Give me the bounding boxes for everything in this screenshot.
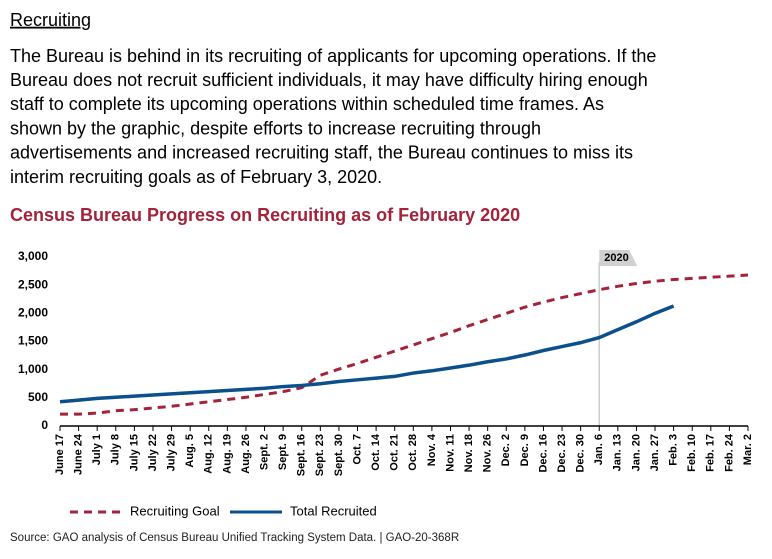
x-tick-label: Jan. 13 (612, 434, 624, 471)
legend-label: Total Recruited (290, 503, 377, 518)
legend-label: Recruiting Goal (130, 503, 220, 518)
source: Source: GAO analysis of Census Bureau Un… (10, 532, 459, 544)
annotation: 2020 (604, 252, 628, 264)
paragraph-line: staff to complete its upcoming operation… (10, 94, 604, 114)
x-tick-label: Sept. 30 (333, 434, 345, 476)
y-tick-label: 0 (41, 418, 48, 432)
x-tick-label: July 15 (128, 434, 140, 471)
x-tick-label: Oct. 7 (351, 434, 363, 465)
paragraph-line: The Bureau is behind in its recruiting o… (10, 46, 656, 66)
series-line (60, 273, 749, 416)
paragraph-line: advertisements and increased recruiting … (10, 143, 633, 163)
x-tick-label: Nov. 11 (444, 434, 456, 472)
y-tick-label: 1,000 (18, 362, 48, 376)
x-tick-label: Feb. 3 (668, 434, 680, 466)
year-marker-tab (599, 250, 638, 266)
x-tick-label: Oct. 14 (370, 433, 382, 471)
y-tick-label: 1,500 (18, 334, 48, 348)
y-tick-label: 2,000 (18, 306, 48, 320)
heading: Recruiting (10, 10, 91, 30)
y-tick-label: 2,500 (18, 277, 48, 291)
x-tick-label: Dec. 9 (519, 434, 531, 466)
x-tick-label: July 22 (147, 434, 159, 471)
x-tick-label: Dec. 23 (556, 434, 568, 473)
x-tick-label: July 8 (110, 434, 122, 465)
x-tick-label: July 1 (91, 434, 103, 465)
x-tick-label: Sept. 16 (296, 434, 308, 476)
y-tick-label: 3,000 (18, 249, 48, 263)
x-tick-label: Nov. 4 (426, 433, 438, 466)
x-tick-label: Nov. 26 (482, 434, 494, 472)
x-tick-label: Jan. 27 (649, 434, 661, 471)
x-tick-label: Jan. 6 (593, 434, 605, 465)
x-tick-label: Feb. 10 (686, 434, 698, 472)
paragraph-line: interim recruiting goals as of February … (10, 167, 382, 187)
x-tick-label: Oct. 28 (407, 434, 419, 471)
x-tick-label: Sept. 9 (277, 434, 289, 470)
x-tick-label: Dec. 16 (537, 434, 549, 473)
x-tick-label: Aug. 5 (184, 434, 196, 468)
paragraph-line: shown by the graphic, despite efforts to… (10, 118, 541, 138)
x-tick-label: Nov. 18 (463, 434, 475, 472)
x-tick-label: Mar. 2 (742, 434, 754, 465)
x-tick-label: Aug. 12 (203, 434, 215, 474)
x-tick-label: June 17 (54, 434, 66, 475)
x-tick-label: Feb. 17 (705, 434, 717, 472)
x-tick-label: Dec. 30 (575, 434, 587, 473)
x-tick-label: Feb. 24 (723, 433, 735, 472)
x-tick-label: Sept. 2 (258, 434, 270, 470)
x-tick-label: July 29 (165, 434, 177, 471)
x-tick-label: Aug. 26 (240, 434, 252, 474)
x-tick-label: Oct. 21 (389, 434, 401, 471)
x-tick-label: Sept. 23 (314, 434, 326, 476)
y-tick-label: 500 (28, 390, 48, 404)
x-tick-label: Dec. 2 (500, 434, 512, 466)
x-tick-label: Aug. 19 (221, 434, 233, 474)
series-line (59, 304, 675, 404)
x-tick-label: Jan. 20 (630, 434, 642, 471)
paragraph-line: Bureau does not recruit sufficient indiv… (10, 70, 648, 90)
chart-title: Census Bureau Progress on Recruiting as … (10, 205, 520, 225)
x-tick-label: June 24 (73, 433, 85, 475)
